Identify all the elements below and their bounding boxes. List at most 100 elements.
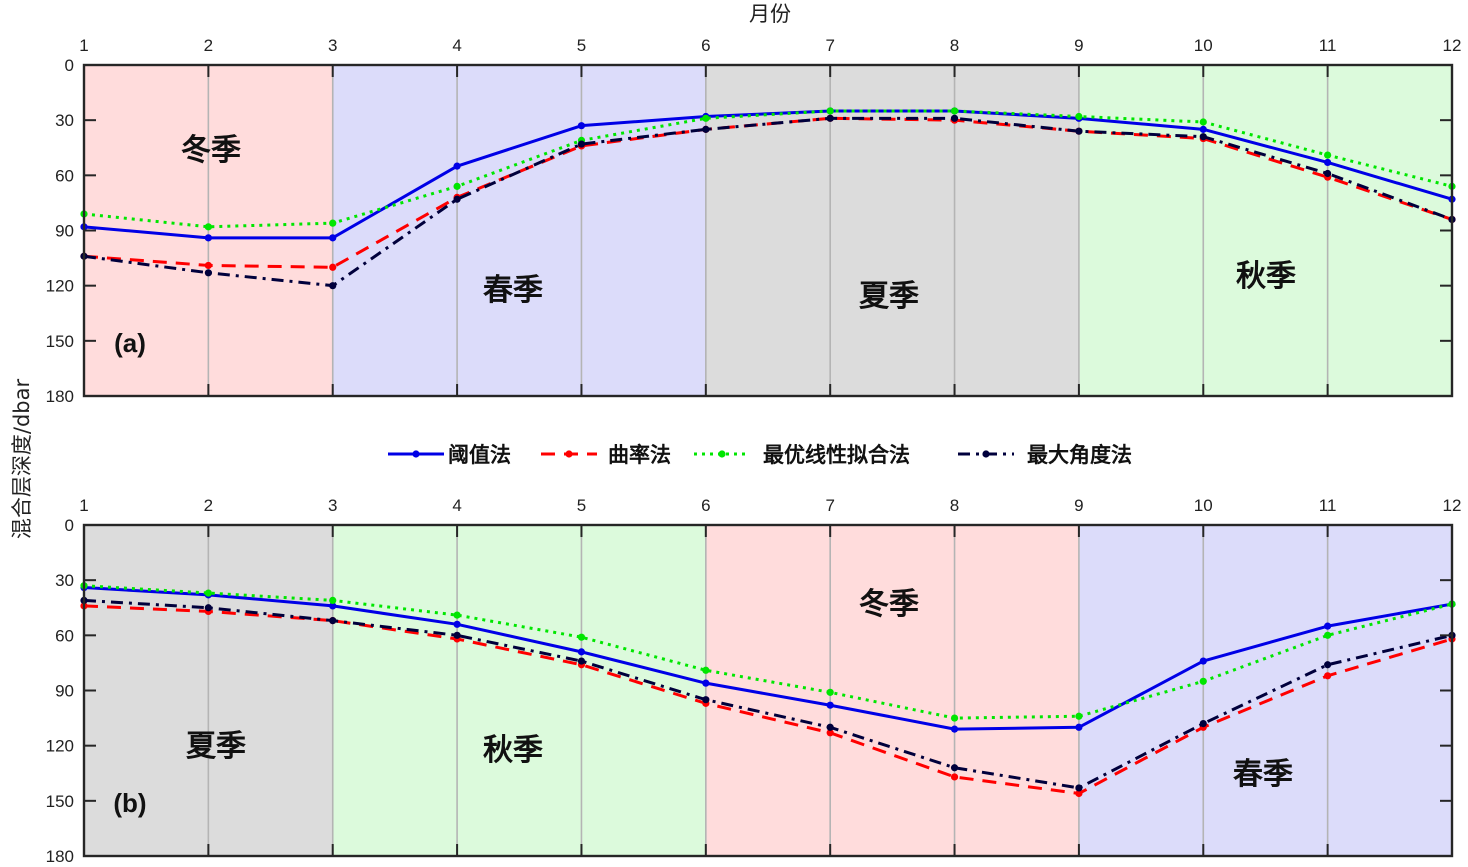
data-point bbox=[453, 631, 461, 639]
x-tick-label: 9 bbox=[1074, 36, 1083, 55]
data-point bbox=[329, 282, 337, 290]
data-point bbox=[950, 764, 959, 772]
data-point bbox=[702, 125, 710, 133]
x-tick-label: 7 bbox=[825, 496, 834, 515]
x-axis-title: 月份 bbox=[749, 2, 791, 26]
y-tick-label: 0 bbox=[65, 56, 74, 75]
data-point bbox=[204, 589, 212, 597]
data-point bbox=[1199, 118, 1207, 126]
series-line bbox=[83, 598, 1453, 790]
x-tick-label: 6 bbox=[701, 36, 710, 55]
y-tick-label: 180 bbox=[46, 387, 74, 406]
legend-label: 最大角度法 bbox=[1027, 443, 1132, 467]
x-tick-label: 5 bbox=[577, 36, 586, 55]
data-point bbox=[1075, 712, 1083, 720]
y-tick-label: 90 bbox=[55, 682, 74, 701]
data-point bbox=[329, 263, 337, 271]
x-tick-label: 11 bbox=[1319, 36, 1337, 55]
data-point bbox=[1324, 672, 1332, 680]
data-point bbox=[204, 223, 212, 231]
legend-marker bbox=[412, 450, 420, 458]
season-label: 秋季 bbox=[483, 733, 543, 768]
data-point bbox=[453, 182, 461, 190]
season-region bbox=[1078, 65, 1452, 396]
season-label: 冬季 bbox=[859, 587, 919, 622]
data-point bbox=[1075, 112, 1083, 121]
data-point bbox=[1324, 158, 1332, 167]
y-tick-label: 180 bbox=[46, 847, 74, 866]
season-region bbox=[332, 525, 706, 856]
season-label: 夏季 bbox=[859, 279, 919, 314]
x-tick-label: 11 bbox=[1319, 496, 1337, 515]
data-point bbox=[950, 107, 959, 115]
season-label: 冬季 bbox=[181, 133, 241, 168]
x-tick-label: 10 bbox=[1194, 496, 1213, 515]
x-tick-label: 4 bbox=[452, 36, 461, 55]
data-point bbox=[1324, 169, 1332, 178]
x-tick-label: 7 bbox=[825, 36, 834, 55]
x-tick-label: 4 bbox=[452, 496, 461, 515]
data-point bbox=[826, 688, 834, 696]
series-line bbox=[83, 604, 1453, 795]
data-point bbox=[1324, 661, 1332, 669]
x-tick-label: 1 bbox=[79, 36, 88, 55]
data-point bbox=[702, 114, 710, 122]
x-tick-label: 1 bbox=[79, 496, 88, 515]
x-tick-label: 6 bbox=[701, 496, 710, 515]
series-line bbox=[83, 109, 1453, 240]
x-tick-label: 10 bbox=[1194, 36, 1213, 55]
season-label: 春季 bbox=[483, 273, 543, 308]
y-tick-label: 60 bbox=[55, 626, 74, 645]
data-point bbox=[329, 219, 337, 227]
y-tick-label: 120 bbox=[46, 737, 74, 756]
data-point bbox=[950, 725, 959, 733]
y-tick-label: 90 bbox=[55, 222, 74, 241]
y-tick-label: 150 bbox=[46, 792, 74, 811]
data-point bbox=[577, 122, 586, 130]
series-line bbox=[83, 116, 1453, 269]
data-point bbox=[826, 729, 834, 737]
legend-label: 阈值法 bbox=[448, 443, 511, 467]
data-point bbox=[1199, 677, 1207, 685]
legend-marker bbox=[718, 450, 726, 458]
data-point bbox=[453, 611, 461, 619]
data-point bbox=[950, 114, 959, 122]
legend: 阈值法 曲率法 最优线性拟合法 最大角度法 bbox=[388, 443, 1132, 467]
data-point bbox=[204, 269, 212, 277]
x-tick-label: 3 bbox=[328, 36, 337, 55]
data-point bbox=[1199, 657, 1207, 665]
data-point bbox=[453, 195, 461, 203]
y-tick-label: 120 bbox=[46, 277, 74, 296]
legend-marker bbox=[565, 450, 573, 458]
data-point bbox=[204, 604, 212, 612]
data-point bbox=[1075, 723, 1083, 731]
data-point bbox=[577, 633, 586, 641]
season-label: 春季 bbox=[1233, 757, 1293, 792]
data-point bbox=[1324, 622, 1332, 630]
data-point bbox=[1075, 784, 1083, 792]
y-tick-label: 60 bbox=[55, 166, 74, 185]
data-point bbox=[453, 162, 461, 170]
data-point bbox=[329, 234, 337, 242]
y-tick-label: 0 bbox=[65, 516, 74, 535]
data-point bbox=[950, 773, 959, 781]
legend-label: 曲率法 bbox=[608, 443, 671, 467]
y-tick-label: 30 bbox=[55, 111, 74, 130]
data-point bbox=[950, 714, 959, 722]
data-point bbox=[453, 620, 461, 628]
data-point bbox=[826, 701, 834, 709]
x-tick-label: 12 bbox=[1443, 36, 1462, 55]
season-region bbox=[332, 65, 706, 396]
y-axis-title: 混合层深度/dbar bbox=[10, 379, 34, 540]
data-point bbox=[329, 602, 337, 610]
x-tick-label: 8 bbox=[950, 496, 959, 515]
y-tick-label: 150 bbox=[46, 332, 74, 351]
data-point bbox=[1199, 125, 1207, 133]
data-point bbox=[826, 107, 834, 115]
series-line bbox=[83, 586, 1453, 731]
season-label: 夏季 bbox=[186, 729, 246, 764]
x-tick-label: 9 bbox=[1074, 496, 1083, 515]
y-tick-label: 30 bbox=[55, 571, 74, 590]
